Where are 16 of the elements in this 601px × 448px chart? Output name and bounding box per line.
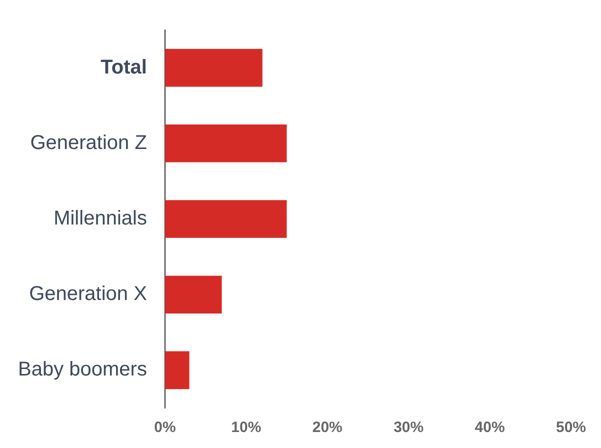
x-tick-label: 0% — [154, 419, 176, 436]
y-tick-label: Millennials — [54, 208, 147, 230]
y-tick-label: Generation X — [29, 283, 147, 306]
x-tick-label: 50% — [556, 419, 586, 436]
bar — [164, 48, 262, 87]
y-tick-label: Generation Z — [30, 132, 147, 154]
x-tick-label: 40% — [474, 419, 505, 436]
y-tick-label: Total — [100, 56, 147, 78]
bar — [164, 351, 190, 390]
x-tick-label: 10% — [231, 419, 262, 436]
bar — [164, 276, 222, 314]
bar — [164, 200, 287, 238]
bar — [164, 124, 287, 162]
x-tick-label: 20% — [312, 419, 342, 436]
y-tick-label: Baby boomers — [18, 358, 147, 381]
x-tick-label: 30% — [394, 419, 424, 436]
